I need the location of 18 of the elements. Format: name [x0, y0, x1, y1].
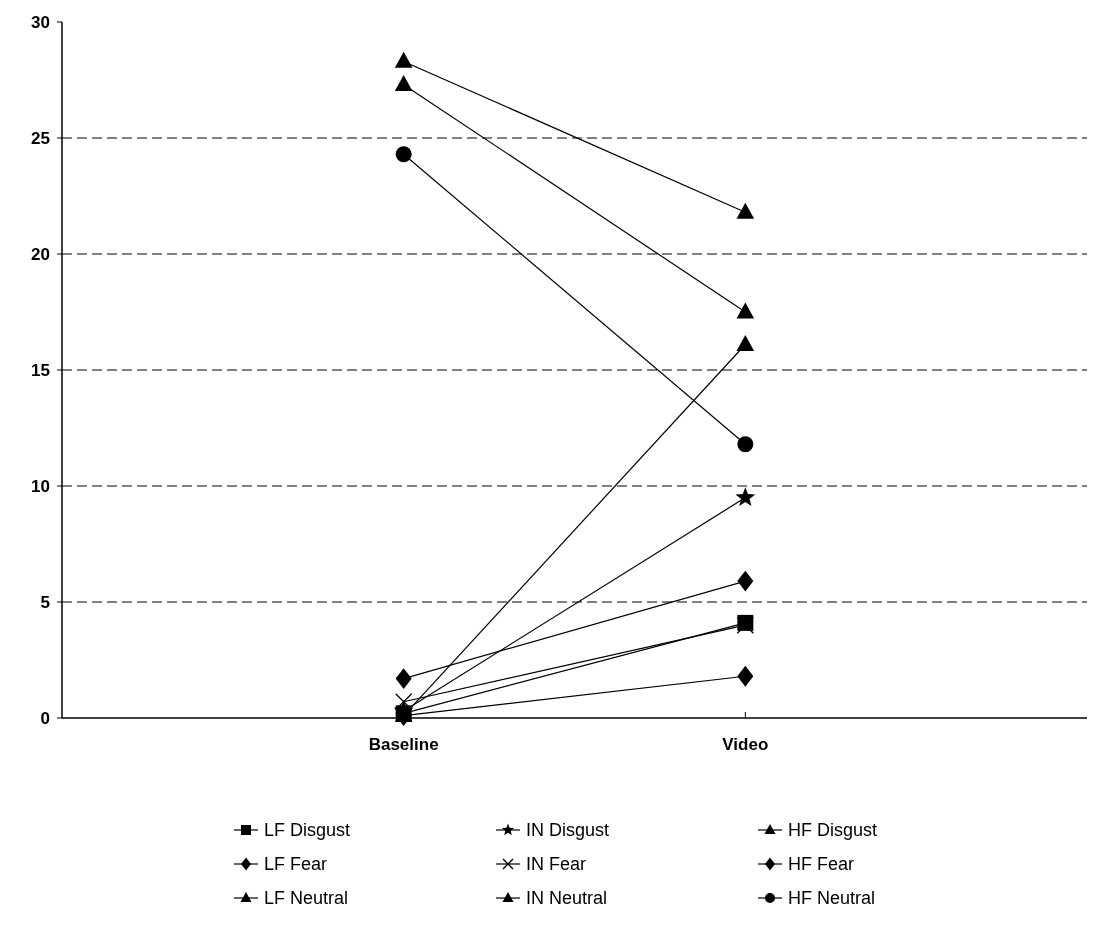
y-tick-label: 5	[40, 592, 50, 612]
y-tick-label: 25	[31, 128, 50, 148]
legend-label: LF Neutral	[264, 888, 349, 909]
x-tick-label: Baseline	[368, 735, 439, 754]
legend-label: LF Disgust	[264, 820, 351, 841]
y-tick-label: 15	[31, 360, 50, 380]
legend-label: HF Fear	[788, 854, 855, 875]
y-tick-label: 30	[31, 12, 50, 32]
legend-label: LF Fear	[264, 854, 328, 875]
legend-label: HF Neutral	[788, 888, 876, 909]
legend-label: HF Disgust	[788, 820, 878, 841]
y-tick-label: 10	[31, 476, 50, 496]
y-tick-label: 0	[40, 708, 50, 728]
legend-label: IN Disgust	[526, 820, 610, 841]
legend-label: IN Fear	[526, 854, 587, 875]
legend-label: IN Neutral	[526, 888, 608, 909]
y-tick-label: 20	[31, 244, 50, 264]
x-tick-label: Video	[722, 735, 769, 754]
